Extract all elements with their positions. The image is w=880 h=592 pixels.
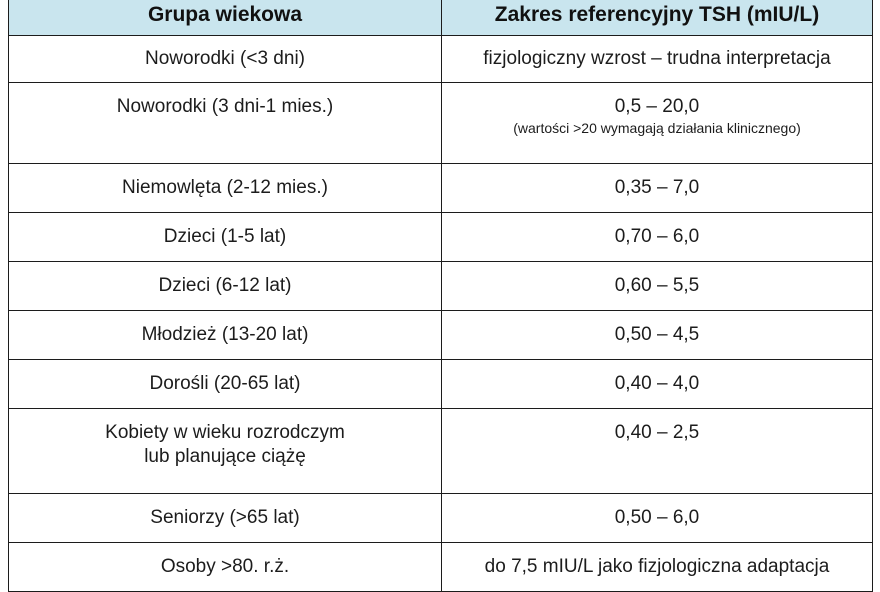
age-group-line-2: lub planujące ciążę (144, 446, 306, 467)
tsh-range-cell: 0,60 – 5,5 (441, 261, 873, 311)
table-header-row: Grupa wiekowa Zakres referencyjny TSH (m… (8, 0, 873, 36)
header-age-group: Grupa wiekowa (8, 0, 442, 36)
age-group-cell: Seniorzy (>65 lat) (8, 493, 442, 543)
tsh-range-value: 0,5 – 20,0 (614, 96, 700, 117)
age-group-cell: Niemowlęta (2-12 mies.) (8, 163, 442, 213)
age-group-cell: Osoby >80. r.ż. (8, 542, 442, 592)
table-row: Noworodki (<3 dni) fizjologiczny wzrost … (8, 35, 873, 83)
table-row: Kobiety w wieku rozrodczym lub planujące… (8, 408, 873, 494)
age-group-cell: Noworodki (3 dni-1 mies.) (8, 82, 442, 164)
table-row: Seniorzy (>65 lat) 0,50 – 6,0 (8, 493, 873, 543)
table-row: Osoby >80. r.ż. do 7,5 mIU/L jako fizjol… (8, 542, 873, 592)
table-row: Noworodki (3 dni-1 mies.) 0,5 – 20,0 (wa… (8, 82, 873, 164)
age-group-cell: Dzieci (1-5 lat) (8, 212, 442, 262)
age-group-cell: Młodzież (13-20 lat) (8, 310, 442, 360)
table-row: Młodzież (13-20 lat) 0,50 – 4,5 (8, 310, 873, 360)
tsh-range-cell: 0,50 – 4,5 (441, 310, 873, 360)
tsh-range-cell: fizjologiczny wzrost – trudna interpreta… (441, 35, 873, 83)
table-row: Dzieci (1-5 lat) 0,70 – 6,0 (8, 212, 873, 262)
tsh-range-cell: 0,5 – 20,0 (wartości >20 wymagają działa… (441, 82, 873, 164)
tsh-range-cell: 0,40 – 4,0 (441, 359, 873, 409)
age-group-cell: Kobiety w wieku rozrodczym lub planujące… (8, 408, 442, 494)
tsh-range-cell: 0,50 – 6,0 (441, 493, 873, 543)
age-group-cell: Dzieci (6-12 lat) (8, 261, 442, 311)
tsh-range-note: (wartości >20 wymagają działania klinicz… (513, 120, 801, 136)
tsh-range-cell: do 7,5 mIU/L jako fizjologiczna adaptacj… (441, 542, 873, 592)
header-tsh-range: Zakres referencyjny TSH (mIU/L) (441, 0, 873, 36)
age-group-cell: Dorośli (20-65 lat) (8, 359, 442, 409)
tsh-range-cell: 0,35 – 7,0 (441, 163, 873, 213)
age-group-cell: Noworodki (<3 dni) (8, 35, 442, 83)
table-row: Dorośli (20-65 lat) 0,40 – 4,0 (8, 359, 873, 409)
tsh-range-cell: 0,70 – 6,0 (441, 212, 873, 262)
table-row: Niemowlęta (2-12 mies.) 0,35 – 7,0 (8, 163, 873, 213)
age-group-line-1: Kobiety w wieku rozrodczym (105, 422, 345, 443)
tsh-reference-table: Grupa wiekowa Zakres referencyjny TSH (m… (8, 0, 873, 592)
table-row: Dzieci (6-12 lat) 0,60 – 5,5 (8, 261, 873, 311)
tsh-range-cell: 0,40 – 2,5 (441, 408, 873, 494)
